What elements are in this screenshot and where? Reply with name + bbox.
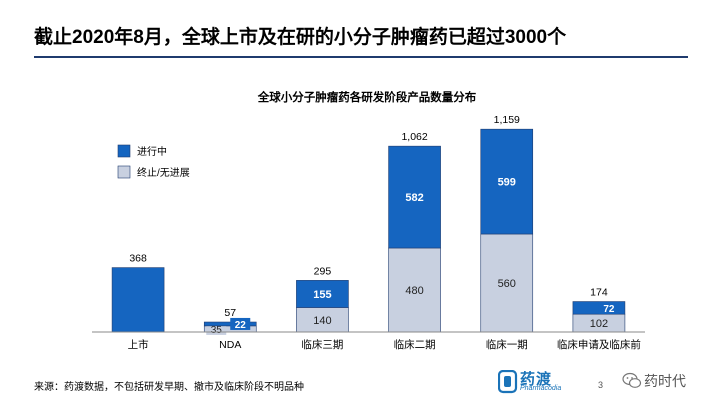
bar-total-label-0: 368 xyxy=(129,253,147,265)
bar-total-label-3: 1,062 xyxy=(401,131,427,143)
bar-value-label-terminated-2: 140 xyxy=(313,315,331,327)
pharmacodia-logo: 药渡 Pharmacodia xyxy=(498,368,588,396)
bar-value-pill-ongoing-5 xyxy=(598,301,619,314)
x-tick-label-5: 临床申请及临床前 xyxy=(557,338,641,351)
bar-value-label-ongoing-5: 72 xyxy=(603,304,615,315)
source-note: 来源：药渡数据，不包括研发早期、撤市及临床阶段不明品种 xyxy=(34,382,304,393)
wechat-icon xyxy=(622,372,642,388)
bar-value-label-ongoing-4: 599 xyxy=(498,177,516,189)
legend-label-terminated: 终止/无进展 xyxy=(137,166,190,179)
bar-terminated-3 xyxy=(388,247,441,333)
bar-value-label-ongoing-2: 155 xyxy=(313,289,331,301)
bar-value-pill-ongoing-1 xyxy=(230,317,251,330)
x-axis-tick-labels: 上市 NDA 临床三期 临床二期 临床一期 临床申请及临床前 xyxy=(128,338,641,351)
bar-ongoing-0 xyxy=(111,267,165,333)
bar-value-label-terminated-5: 102 xyxy=(590,318,608,330)
pharmacodia-logo-icon xyxy=(498,370,518,394)
x-tick-label-0: 上市 xyxy=(128,338,149,351)
bar-chart: 全球小分子肿瘤药各研发阶段产品数量分布 进行中 终止/无进展 368 35 2257… xyxy=(92,90,645,351)
x-tick-label-1: NDA xyxy=(219,339,241,351)
bar-ongoing-4 xyxy=(480,128,534,235)
bar-total-label-1: 57 xyxy=(224,307,236,319)
x-tick-label-3: 临床二期 xyxy=(394,338,436,351)
bar-ongoing-3 xyxy=(388,145,441,249)
x-tick-label-2: 临床三期 xyxy=(301,338,343,351)
legend-swatch-terminated xyxy=(117,165,131,179)
watermark-text: 药时代 xyxy=(644,373,686,389)
bar-total-label-5: 174 xyxy=(590,287,608,299)
bar-value-label-terminated-3: 480 xyxy=(405,285,423,297)
chart-legend: 进行中 终止/无进展 xyxy=(117,144,190,179)
title-divider xyxy=(34,56,688,58)
bar-value-label-ongoing-3: 582 xyxy=(405,192,423,204)
bar-total-label-4: 1,159 xyxy=(494,114,520,126)
bar-value-label-terminated-1: 35 xyxy=(211,325,223,336)
wechat-watermark: 药时代 xyxy=(622,368,714,394)
bar-value-label-terminated-4: 560 xyxy=(498,278,516,290)
chart-title: 全球小分子肿瘤药各研发阶段产品数量分布 xyxy=(257,90,477,104)
legend-label-ongoing: 进行中 xyxy=(137,145,167,158)
logo-subtext: Pharmacodia xyxy=(520,385,562,392)
bar-ongoing-2 xyxy=(296,280,349,308)
bar-total-label-2: 295 xyxy=(314,265,332,277)
page-title: 截止2020年8月，全球上市及在研的小分子肿瘤药已超过3000个 xyxy=(34,27,567,48)
x-tick-label-4: 临床一期 xyxy=(486,338,528,351)
logo-text: 药渡 xyxy=(520,371,553,388)
legend-swatch-ongoing xyxy=(117,144,131,158)
page-number: 3 xyxy=(598,380,604,390)
bar-value-label-ongoing-1: 22 xyxy=(235,320,247,331)
